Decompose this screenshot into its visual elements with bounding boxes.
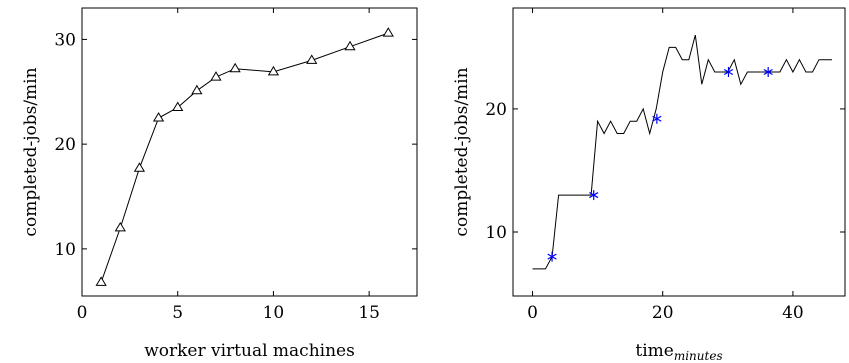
data-point-triangle: [267, 65, 280, 76]
data-point-asterisk: [589, 190, 599, 201]
chart-throughput-vs-vms: 0 5 10 15 10 20 30 worker virtual machines com…: [21, 7, 418, 361]
data-point-triangle: [382, 27, 394, 37]
x-tick-label: 5: [172, 303, 183, 323]
data-point-triangle: [229, 62, 241, 73]
y-tick-label: 10: [485, 223, 507, 243]
data-point-triangle: [344, 40, 356, 51]
y-axis-label: completed-jobs/min: [452, 67, 472, 236]
x-axis-label: timeminutes: [635, 341, 722, 363]
data-point-triangle: [95, 276, 107, 286]
series-marks: [95, 27, 394, 286]
x-tick-label: 20: [652, 303, 674, 323]
series-line: [532, 34, 832, 270]
asterisk-stroke: [652, 115, 662, 122]
x-axis-label-main: time: [635, 341, 673, 361]
data-point-asterisk: [652, 113, 662, 124]
y-tick-label: 10: [54, 240, 76, 260]
x-tick-label: 40: [782, 303, 804, 323]
asterisk-stroke: [547, 253, 557, 260]
x-tick-label: 0: [77, 303, 88, 323]
y-tick-label: 20: [54, 135, 76, 155]
data-point-triangle: [191, 84, 203, 95]
x-tick-label: 15: [358, 303, 380, 323]
y-axis-label: completed-jobs/min: [21, 67, 41, 236]
data-point-asterisk: [547, 251, 557, 262]
x-tick-label: 0: [527, 303, 538, 323]
series-marks: [532, 34, 832, 270]
plot-area-frame: [81, 7, 418, 297]
data-point-asterisk: [723, 67, 734, 77]
series-line: [100, 32, 389, 283]
axis-ticks: 0 20 40 10 20: [485, 8, 845, 323]
axis-ticks: 0 5 10 15 10 20 30: [54, 8, 417, 323]
data-point-triangle: [133, 162, 146, 172]
x-tick-label: 10: [263, 303, 285, 323]
y-tick-label: 30: [54, 30, 76, 50]
data-point-triangle: [114, 221, 126, 232]
data-point-triangle: [210, 71, 222, 81]
asterisk-stroke: [589, 192, 599, 199]
data-point-asterisk: [763, 67, 773, 77]
data-point-triangle: [306, 54, 318, 64]
y-tick-label: 20: [485, 100, 507, 120]
chart-throughput-vs-time: 0 20 40 10 20 timeminutes completed-jobs/min: [452, 7, 846, 363]
plot-area-frame: [512, 7, 846, 297]
asterisk-stroke: [723, 68, 734, 76]
asterisk-stroke: [763, 68, 773, 76]
data-point-triangle: [172, 101, 184, 111]
x-axis-label: worker virtual machines: [144, 341, 355, 361]
data-point-triangle: [152, 111, 165, 122]
x-axis-label-subscript: minutes: [674, 349, 723, 363]
